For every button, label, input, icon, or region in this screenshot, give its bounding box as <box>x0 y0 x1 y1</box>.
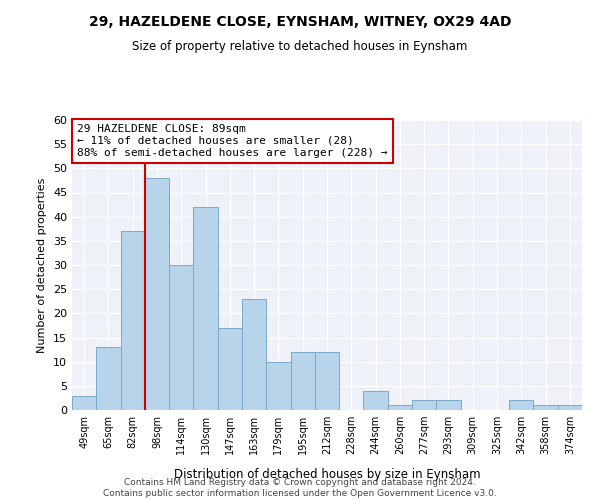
Bar <box>72 396 96 410</box>
Bar <box>315 352 339 410</box>
Bar <box>290 352 315 410</box>
Bar <box>266 362 290 410</box>
Text: 29 HAZELDENE CLOSE: 89sqm
← 11% of detached houses are smaller (28)
88% of semi-: 29 HAZELDENE CLOSE: 89sqm ← 11% of detac… <box>77 124 388 158</box>
Bar <box>193 207 218 410</box>
Bar <box>218 328 242 410</box>
Text: Contains HM Land Registry data © Crown copyright and database right 2024.
Contai: Contains HM Land Registry data © Crown c… <box>103 478 497 498</box>
Bar <box>509 400 533 410</box>
Bar <box>533 405 558 410</box>
Bar <box>364 390 388 410</box>
X-axis label: Distribution of detached houses by size in Eynsham: Distribution of detached houses by size … <box>173 468 481 481</box>
Bar <box>412 400 436 410</box>
Bar <box>145 178 169 410</box>
Bar <box>169 265 193 410</box>
Bar <box>96 347 121 410</box>
Bar <box>121 231 145 410</box>
Bar <box>242 299 266 410</box>
Bar <box>558 405 582 410</box>
Bar <box>388 405 412 410</box>
Text: 29, HAZELDENE CLOSE, EYNSHAM, WITNEY, OX29 4AD: 29, HAZELDENE CLOSE, EYNSHAM, WITNEY, OX… <box>89 15 511 29</box>
Text: Size of property relative to detached houses in Eynsham: Size of property relative to detached ho… <box>133 40 467 53</box>
Bar <box>436 400 461 410</box>
Y-axis label: Number of detached properties: Number of detached properties <box>37 178 47 352</box>
